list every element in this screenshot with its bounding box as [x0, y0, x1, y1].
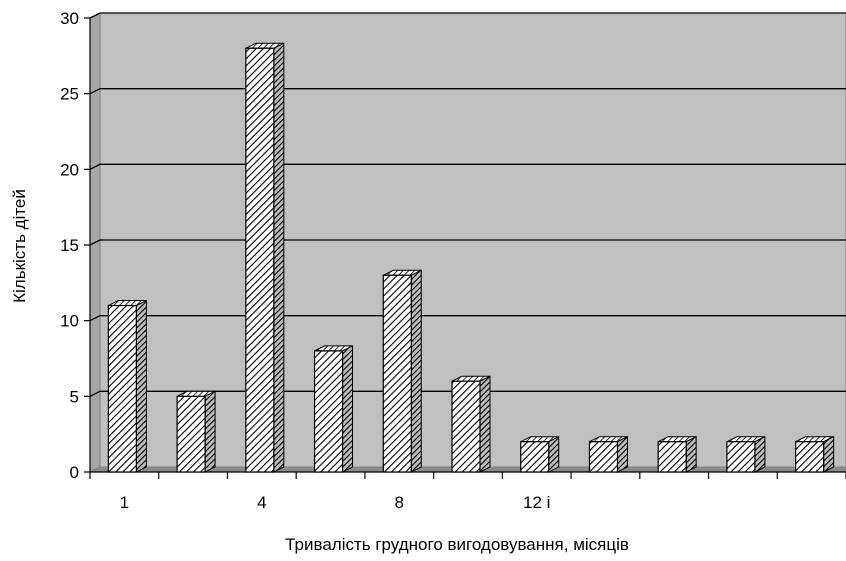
bar-side: [685, 435, 697, 473]
bar-front: [588, 441, 619, 473]
gridline: [89, 390, 846, 397]
x-axis-label: Тривалість грудного вигодовування, місяц…: [285, 535, 629, 554]
bar: [795, 435, 835, 473]
bar-front: [520, 441, 550, 473]
bar-front: [313, 350, 344, 473]
y-tick-label: 20: [60, 160, 79, 179]
bar-front: [245, 47, 275, 473]
bars: [107, 42, 835, 473]
y-tick-label: 30: [60, 9, 79, 28]
y-tick-label: 10: [60, 312, 79, 331]
y-tick-label: 25: [60, 85, 79, 104]
gridline: [89, 315, 846, 322]
bar-side: [754, 435, 766, 473]
bar-side: [479, 375, 491, 473]
bar-side: [342, 345, 354, 473]
bar: [451, 375, 491, 473]
x-tick-label: 12 і: [523, 493, 550, 512]
bar-front: [657, 441, 687, 473]
bar: [520, 435, 560, 473]
bar-side: [410, 269, 422, 473]
bar-front: [795, 441, 825, 473]
gridline: [89, 12, 846, 19]
bar-side: [135, 299, 147, 473]
bar: [176, 390, 216, 473]
bar: [313, 345, 354, 473]
x-tick-label: 1: [120, 493, 129, 512]
bar-front: [176, 395, 206, 473]
y-tick-label: 15: [60, 236, 79, 255]
bar: [657, 435, 697, 473]
bar-side: [823, 435, 835, 473]
x-tick-label: 4: [257, 493, 266, 512]
bar-side: [548, 435, 560, 473]
bar-front: [451, 380, 481, 473]
y-tick-label: 5: [70, 387, 79, 406]
y-tick-label: 0: [70, 463, 79, 482]
bar-side: [616, 435, 628, 473]
bar-side: [273, 42, 285, 473]
y-axis-label: Кількість дітей: [10, 189, 29, 303]
tick-labels: 0 5 10 15 20 25 30 1 4 8 12 і: [60, 9, 550, 512]
bar: [588, 435, 628, 473]
bar: [382, 269, 422, 473]
gridlines: [89, 12, 846, 397]
x-tick-label: 8: [395, 493, 404, 512]
bar-front: [382, 274, 412, 473]
gridline: [89, 239, 846, 246]
bar-side: [204, 390, 216, 473]
gridline: [89, 163, 846, 170]
bar-front: [726, 441, 756, 473]
bar: [726, 435, 766, 473]
bar-front: [107, 304, 137, 473]
bar: [107, 299, 147, 473]
gridline: [89, 88, 846, 95]
bar: [245, 42, 285, 473]
